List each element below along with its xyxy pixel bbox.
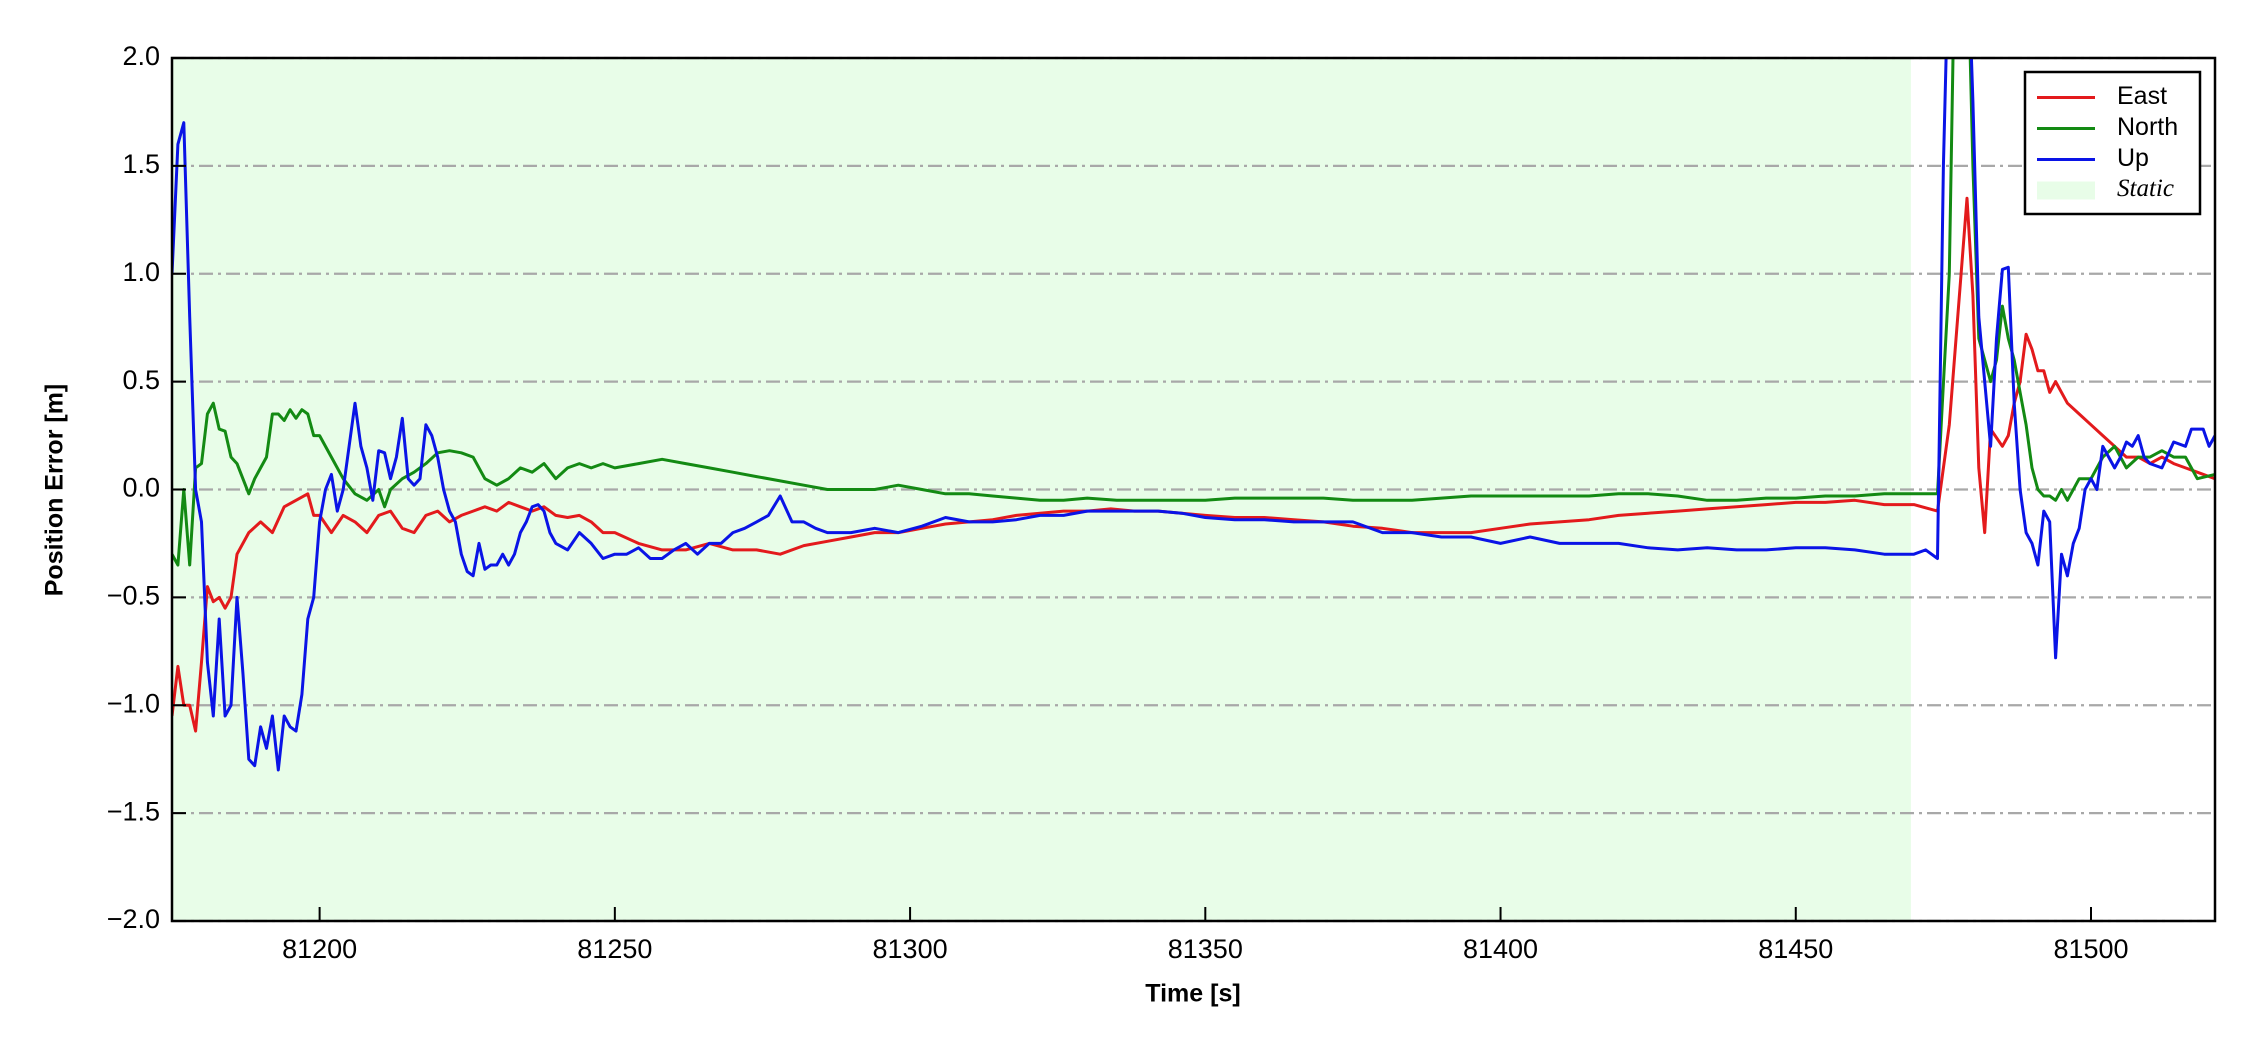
y-tick-label: −1.0 <box>107 688 160 718</box>
x-tick-label: 81250 <box>577 934 652 964</box>
lines <box>172 58 2215 772</box>
y-axis-label: Position Error [m] <box>41 384 69 597</box>
x-tick-label: 81300 <box>873 934 948 964</box>
axes: −2.0 −1.5 −1.0 −0.5 0.0 0.5 1.0 1.5 2.0 81200 8125… <box>107 41 2129 964</box>
y-tick-label: 0.5 <box>122 365 160 395</box>
series-line <box>172 196 2215 733</box>
y-tick-label: −0.5 <box>107 581 160 611</box>
legend-label: Static <box>2117 175 2174 202</box>
legend-label: East <box>2117 82 2167 110</box>
legend-swatch <box>2037 181 2095 200</box>
legend-label: Up <box>2117 144 2149 172</box>
y-tick-label: −1.5 <box>107 796 160 826</box>
legend: East North Up Static <box>2023 70 2202 216</box>
y-tick-label: 0.0 <box>122 473 160 503</box>
y-tick-label: 1.0 <box>122 257 160 287</box>
x-tick-label: 81400 <box>1463 934 1538 964</box>
x-tick-label: 81500 <box>2053 934 2128 964</box>
y-tick-label: −2.0 <box>107 904 160 934</box>
legend-label: North <box>2117 113 2178 141</box>
series-line <box>172 58 2215 567</box>
series-line <box>172 58 2215 772</box>
x-axis-label: Time [s] <box>1145 980 1240 1008</box>
x-tick-label: 81450 <box>1758 934 1833 964</box>
y-tick-label: 1.5 <box>122 149 160 179</box>
y-tick-label: 2.0 <box>122 41 160 71</box>
x-tick-label: 81200 <box>282 934 357 964</box>
x-tick-label: 81350 <box>1168 934 1243 964</box>
